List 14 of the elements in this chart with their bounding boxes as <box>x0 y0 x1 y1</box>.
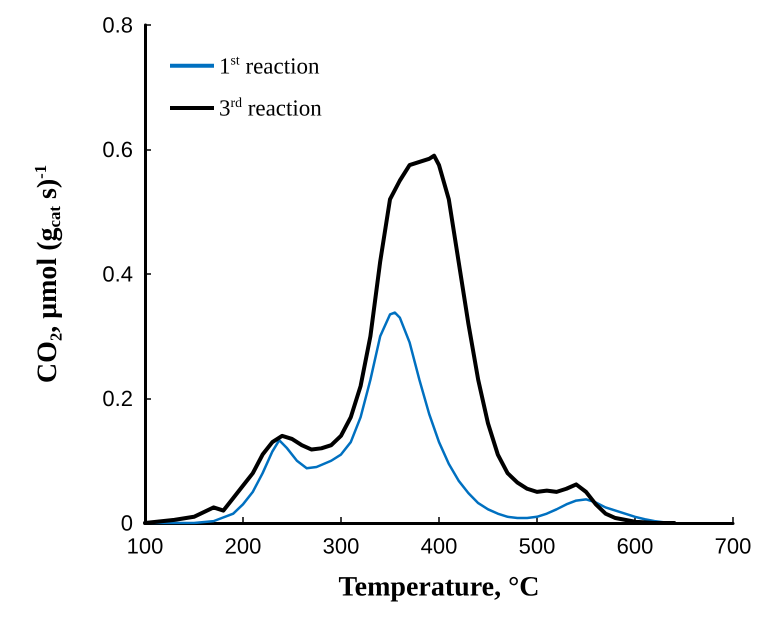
y-tick-label: 0 <box>120 510 133 536</box>
y-axis-title: CO₂, μmol (gcat s)-1 <box>31 164 64 384</box>
y-tick-label: 0.8 <box>102 12 133 38</box>
x-tick-label: 700 <box>714 534 752 558</box>
y-tick-label: 0.2 <box>102 386 133 411</box>
x-tick-label: 400 <box>420 534 458 558</box>
x-tick-label: 500 <box>518 534 556 558</box>
x-tick-label: 100 <box>126 534 164 558</box>
x-axis-title: Temperature, °C <box>338 572 540 602</box>
y-tick-label: 0.6 <box>102 137 133 162</box>
x-tick-label: 300 <box>322 534 360 558</box>
x-tick-label: 600 <box>616 534 654 558</box>
x-tick-label: 200 <box>224 534 262 558</box>
y-tick-label: 0.4 <box>102 262 133 286</box>
